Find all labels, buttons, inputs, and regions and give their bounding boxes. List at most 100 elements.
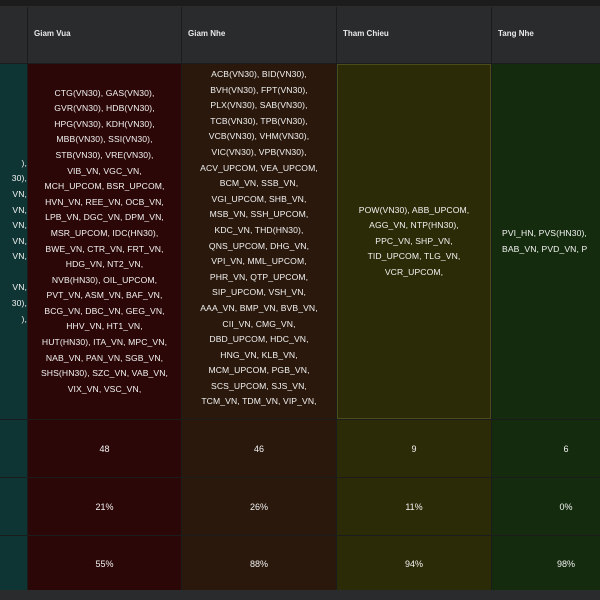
stock-list-line: 30), [11,173,27,184]
stock-list-line: CII_VN, CMG_VN, [222,318,296,329]
stock-list-line: PLX(VN30), SAB(VN30), [210,100,308,111]
percent-value: 0% [559,501,573,512]
column-header-label: Giam Vua [34,29,71,38]
stock-list-line: GVR(VN30), HDB(VN30), [54,103,155,114]
stock-list-line: VN, [12,282,27,293]
stock-list-line: BVH(VN30), FPT(VN30), [210,84,308,95]
cumulative-percent-value: 94% [404,558,423,569]
stock-list: ), 30), VN, VN, VN, VN, VN, VN, 30),), [0,64,27,419]
stock-list-line: VGI_UPCOM, SHB_VN, [211,193,307,204]
stock-list-line: SHS(HN30), SZC_VN, VAB_VN, [40,368,169,379]
stock-list-line: VIX_VN, VSC_VN, [67,383,142,394]
percent-cell: 0% [492,478,600,535]
stock-list-line: STB(VN30), VRE(VN30), [55,149,154,160]
stock-list-line: MSB_VN, SSH_UPCOM, [209,209,309,220]
stock-list-line: HDG_VN, NT2_VN, [65,259,144,270]
stock-list-line: MCH_UPCOM, BSR_UPCOM, [44,181,165,192]
stock-list-line: VIB_VN, VGC_VN, [67,165,142,176]
count-value: 46 [253,443,264,454]
stock-list-line: BWE_VN, CTR_VN, FRT_VN, [45,243,164,254]
column-header-giam-nhe[interactable]: Giam Nhe [182,7,336,63]
stock-list-line: PVI_HN, PVS(HN30), [502,227,587,238]
stock-list: ACB(VN30), BID(VN30), BVH(VN30), FPT(VN30… [182,64,336,419]
stock-list-line: ), [21,313,27,324]
stock-list-line: KDC_VN, THD(HN30), [214,224,304,235]
column-tang-nhe: Tang Nhe PVI_HN, PVS(HN30), BAB_VN, PVD_V… [492,7,600,591]
cumulative-percent-value: 55% [95,558,114,569]
percent-cell: 11% [337,478,491,535]
count-value: 48 [99,443,110,454]
count-value: 9 [411,443,417,454]
stock-list-line: VN, [12,220,27,231]
stock-list-line: HUT(HN30), ITA_VN, MPC_VN, [41,337,168,348]
column-header-giam-vua[interactable]: Giam Vua [28,7,181,63]
stock-list-line: AGG_VN, NTP(HN30), [369,220,459,231]
stock-list-line: HNG_VN, KLB_VN, [220,349,298,360]
stock-list-line: POW(VN30), ABB_UPCOM, [358,204,470,215]
column-clipped-left: ), 30), VN, VN, VN, VN, VN, VN, 30),), [0,7,27,591]
percent-value: 11% [405,501,423,512]
stock-list-cell: CTG(VN30), GAS(VN30), GVR(VN30), HDB(VN30… [28,64,181,419]
stock-list-cell: ACB(VN30), BID(VN30), BVH(VN30), FPT(VN30… [182,64,336,419]
column-giam-vua: Giam Vua CTG(VN30), GAS(VN30), GVR(VN30),… [28,7,181,591]
stock-list-line: VN, [12,251,27,262]
count-cell: 48 [28,420,181,477]
column-header-label: Tham Chieu [343,29,389,38]
count-value: 6 [563,443,569,454]
stock-list-line: VCR_UPCOM, [384,266,444,277]
stock-list-line: HVN_VN, REE_VN, OCB_VN, [45,196,164,207]
stock-list-line: PPC_VN, SHP_VN, [375,235,453,246]
stock-list-cell: PVI_HN, PVS(HN30), BAB_VN, PVD_VN, P [492,64,600,419]
stock-list-line: MCM_UPCOM, PGB_VN, [208,365,310,376]
stock-list-line: MBB(VN30), SSI(VN30), [56,134,153,145]
stock-list-line: TID_UPCOM, TLG_VN, [367,251,461,262]
column-header-tham-chieu[interactable]: Tham Chieu [337,7,491,63]
percent-value: 26% [249,501,268,512]
stock-list-line: BCM_VN, SSB_VN, [219,178,299,189]
stock-list-line [25,265,28,281]
cumulative-percent-cell: 94% [337,536,491,591]
count-cell: 9 [337,420,491,477]
stock-list-line: HPG(VN30), KDH(VN30), [54,118,155,129]
stock-list: PVI_HN, PVS(HN30), BAB_VN, PVD_VN, P [492,64,600,419]
count-cell: 46 [182,420,336,477]
stock-list-line: LPB_VN, DGC_VN, DPM_VN, [45,212,164,223]
stock-list: POW(VN30), ABB_UPCOM, AGG_VN, NTP(HN30), P… [337,64,491,419]
stock-list-line: TCM_VN, TDM_VN, VIP_VN, [201,396,317,407]
stock-list-line: SIP_UPCOM, VSH_VN, [212,287,306,298]
stock-list-line: MSR_UPCOM, IDC(HN30), [50,227,159,238]
percent-cell [0,478,27,535]
stock-list-line: PVT_VN, ASM_VN, BAF_VN, [46,290,163,301]
stock-list-line: VPI_VN, MML_UPCOM, [211,256,307,267]
column-header-label: Tang Nhe [498,29,534,38]
stock-list-cell: ), 30), VN, VN, VN, VN, VN, VN, 30),), [0,64,27,419]
stock-list-line: PHR_VN, QTP_UPCOM, [209,271,309,282]
stock-list-line: ACB(VN30), BID(VN30), [211,69,307,79]
stock-list: CTG(VN30), GAS(VN30), GVR(VN30), HDB(VN30… [28,64,181,419]
stock-list-line: QNS_UPCOM, DHG_VN, [208,240,310,251]
count-cell: 6 [492,420,600,477]
column-header-tang-nhe[interactable]: Tang Nhe [492,7,600,63]
column-header [0,7,27,63]
sector-grid: ), 30), VN, VN, VN, VN, VN, VN, 30),), Giam Vua… [0,6,600,591]
cumulative-percent-cell [0,536,27,591]
stock-list-line: TCB(VN30), TPB(VN30), [210,115,308,126]
stock-list-line: ACV_UPCOM, VEA_UPCOM, [200,162,318,173]
stock-list-line: VN, [12,204,27,215]
column-header-label: Giam Nhe [188,29,226,38]
stock-list-line: DBD_UPCOM, HDC_VN, [209,334,309,345]
stock-list-line: 30), [11,298,27,309]
stock-list-cell: POW(VN30), ABB_UPCOM, AGG_VN, NTP(HN30), P… [337,64,491,419]
percent-cell: 26% [182,478,336,535]
horizontal-scrollbar[interactable] [0,590,600,600]
stock-list-line: VN, [12,188,27,199]
cumulative-percent-value: 88% [249,558,268,569]
stock-list-line: VIC(VN30), VPB(VN30), [211,146,307,157]
column-giam-nhe: Giam Nhe ACB(VN30), BID(VN30), BVH(VN30),… [182,7,336,591]
stock-list-line: BCG_VN, DBC_VN, GEG_VN, [44,305,165,316]
percent-cell: 21% [28,478,181,535]
stock-list-line: AAA_VN, BMP_VN, BVB_VN, [200,302,318,313]
cumulative-percent-cell: 98% [492,536,600,591]
stock-list-line: BAB_VN, PVD_VN, P [502,243,588,254]
stock-list-line: SCS_UPCOM, SJS_VN, [211,380,307,391]
